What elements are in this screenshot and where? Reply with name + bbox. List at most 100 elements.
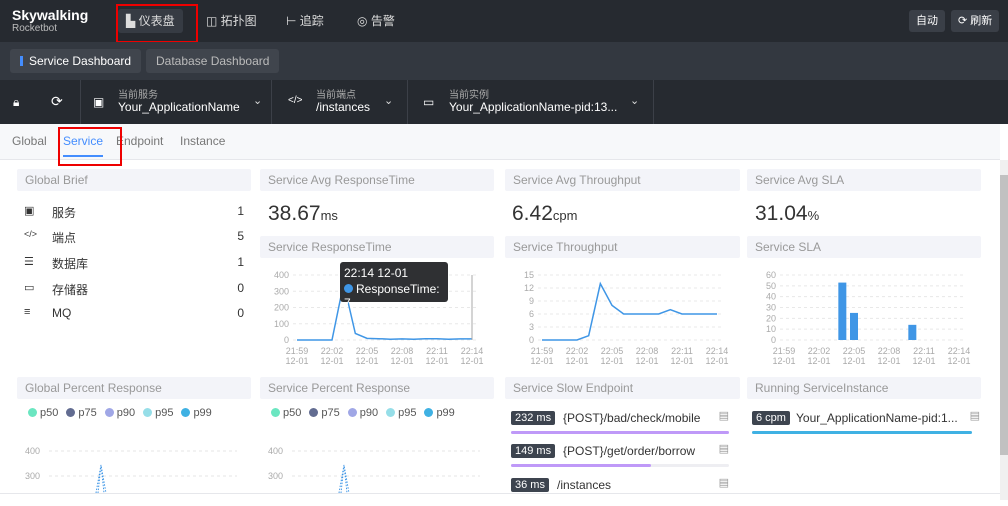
mq-icon: ≡ <box>24 306 31 318</box>
slow-endpoint-item[interactable]: 232 ms {POST}/bad/check/mobile ▤ <box>511 410 729 439</box>
legend-p50[interactable]: p50 <box>283 407 302 419</box>
y-tick-label: 12 <box>524 283 534 293</box>
tab-service[interactable]: Service <box>63 134 104 157</box>
lock-icon[interactable]: 🔒︎ <box>13 95 20 109</box>
service-selector[interactable]: ▣ 当前服务 Your_ApplicationName ⌄ <box>80 80 272 124</box>
legend-p95[interactable]: p95 <box>398 407 417 419</box>
legend-dot <box>181 408 191 417</box>
y-tick: 300 <box>268 471 283 481</box>
service-icon: ▣ <box>93 95 105 109</box>
x-tick-label: 22:14 12-01 <box>947 346 970 366</box>
y-tick: 400 <box>268 446 283 456</box>
tab-instance[interactable]: Instance <box>180 134 226 148</box>
avg-sla-value: 31.04% <box>755 202 820 225</box>
y-tick-label: 200 <box>274 303 289 313</box>
percent-line <box>338 464 350 493</box>
alarm-icon: ◎ <box>357 14 371 28</box>
throughput-chart[interactable]: 0 3 6 9 12 15 21:59 12-01 22:02 12-01 22:05 12-01 22… <box>503 265 743 370</box>
legend-p99[interactable]: p99 <box>193 407 212 419</box>
brief-row: ▭ 存储器 0 <box>24 281 244 297</box>
reload-icon[interactable]: ⟳ <box>51 93 63 109</box>
legend-dot <box>386 408 396 417</box>
scrollbar[interactable] <box>1000 160 1008 500</box>
slow-endpoint-item[interactable]: 36 ms/instances ▤ <box>511 477 729 506</box>
copy-icon[interactable]: ▤ <box>718 443 729 455</box>
copy-icon[interactable]: ▤ <box>969 410 980 422</box>
view-tabs: Global Service Endpoint Instance <box>0 124 1000 160</box>
y-tick-label: 0 <box>529 335 534 345</box>
tab-service-dashboard[interactable]: Service Dashboard <box>10 49 142 73</box>
avg-sla-title: Service Avg SLA <box>747 169 981 191</box>
tab-database-dashboard[interactable]: Database Dashboard <box>146 49 280 73</box>
x-tick-label: 22:05 12-01 <box>842 346 865 366</box>
y-tick-label: 400 <box>274 270 289 280</box>
instance-selector[interactable]: ▭ 当前实例 Your_ApplicationName-pid:13... ⌄ <box>408 80 654 124</box>
nav-alarm[interactable]: ◎ 告警 <box>357 14 395 28</box>
avg-throughput-title: Service Avg Throughput <box>505 169 740 191</box>
global-percent-chart[interactable]: 400 300 <box>17 440 247 493</box>
response-time-chart[interactable]: 0 100 200 300 400 21:59 12-01 22:02 12-01 22:05 12… <box>258 265 498 370</box>
chevron-down-icon: ⌄ <box>630 95 640 107</box>
top-bar: Skywalking Rocketbot ▙ 仪表盘 ◫ 拓扑图 ⊢ 追踪 ◎ 告… <box>0 0 1008 42</box>
bar <box>850 312 858 340</box>
code-icon: </> <box>24 229 38 239</box>
brief-row: ☰ 数据库 1 <box>24 255 244 271</box>
trace-icon: ⊢ <box>286 14 300 28</box>
dashboard-tabs: Service Dashboard Database Dashboard <box>0 42 1008 80</box>
instance-icon: ▭ <box>423 95 435 109</box>
x-tick-label: 22:08 12-01 <box>390 346 413 366</box>
series-dot <box>344 284 353 293</box>
legend-p99[interactable]: p99 <box>436 407 455 419</box>
copy-icon[interactable]: ▤ <box>718 477 729 489</box>
nav-trace[interactable]: ⊢ 追踪 <box>286 14 324 28</box>
service-percent-chart[interactable]: 400 300 <box>260 440 490 493</box>
tab-endpoint[interactable]: Endpoint <box>116 134 164 148</box>
bar <box>908 324 917 340</box>
x-tick-label: 22:14 12-01 <box>705 346 728 366</box>
global-brief-title: Global Brief <box>17 169 251 191</box>
x-tick-label: 22:05 12-01 <box>355 346 378 366</box>
x-tick-label: 21:59 12-01 <box>530 346 553 366</box>
tab-global[interactable]: Global <box>12 134 47 148</box>
y-tick-label: 15 <box>524 270 534 280</box>
avg-response-value: 38.67ms <box>268 202 338 225</box>
instance-bar <box>752 431 972 434</box>
nav-topology[interactable]: ◫ 拓扑图 <box>206 14 257 28</box>
x-tick-label: 22:02 12-01 <box>565 346 588 366</box>
legend-p75[interactable]: p75 <box>321 407 340 419</box>
auto-button[interactable]: 自动 <box>909 10 945 32</box>
brief-row: </> 端点 5 <box>24 229 244 245</box>
slow-endpoint-item[interactable]: 149 ms {POST}/get/order/borrow ▤ <box>511 443 729 472</box>
scrollbar-thumb[interactable] <box>1000 175 1008 455</box>
avg-response-title: Service Avg ResponseTime <box>260 169 494 191</box>
refresh-button[interactable]: ⟳ 刷新 <box>951 10 1000 32</box>
y-tick-label: 9 <box>529 296 534 306</box>
percent-line <box>95 464 107 493</box>
avg-throughput-value: 6.42cpm <box>512 202 578 225</box>
y-tick-label: 50 <box>766 281 776 291</box>
y-tick-label: 6 <box>529 309 534 319</box>
copy-icon[interactable]: ▤ <box>718 410 729 422</box>
running-instance-item[interactable]: 6 cpm Your_ApplicationName-pid:1... ▤ <box>752 410 980 439</box>
legend-p95[interactable]: p95 <box>155 407 174 419</box>
legend-p90[interactable]: p90 <box>116 407 136 419</box>
legend-dot <box>347 408 357 417</box>
y-tick-label: 40 <box>766 292 776 302</box>
endpoint-selector[interactable]: </> 当前端点 /instances ⌄ <box>272 80 408 124</box>
legend-p75[interactable]: p75 <box>78 407 97 419</box>
nav-dashboard[interactable]: ▙ 仪表盘 <box>118 9 183 33</box>
series-line <box>542 281 717 341</box>
legend-p50[interactable]: p50 <box>40 407 59 419</box>
response-chart-title: Service ResponseTime <box>260 236 494 258</box>
x-tick-label: 21:59 12-01 <box>772 346 795 366</box>
selector-bar: 🔒︎ ⟳ ▣ 当前服务 Your_ApplicationName ⌄ </> 当… <box>0 80 1008 124</box>
legend-dot <box>66 408 76 417</box>
bar <box>838 282 847 340</box>
endpoint-bar <box>511 431 729 434</box>
legend-p90[interactable]: p90 <box>359 407 379 419</box>
topology-icon: ◫ <box>206 14 221 28</box>
x-tick-label: 21:59 12-01 <box>285 346 308 366</box>
legend-dot <box>424 408 434 417</box>
percent-legend: p50 p75 p90 p95 p99 <box>263 407 455 419</box>
